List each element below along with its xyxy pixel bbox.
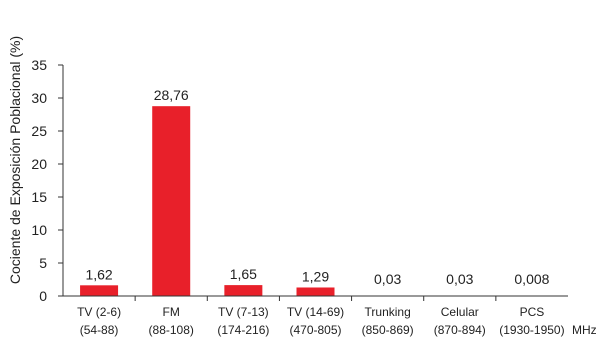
data-label: 0,008 (514, 271, 549, 287)
x-axis-categories: TV (2-6) (54-88) FM (88-108) TV (7-13) (174-2… (77, 296, 565, 337)
x-category-label: TV (14-69) (287, 305, 344, 319)
data-labels: 1,62 28,76 1,65 1,29 0,03 0,03 0,008 (85, 87, 549, 287)
data-label: 0,03 (446, 271, 473, 287)
y-tick-label: 15 (31, 189, 47, 205)
x-category-range: (850-869) (362, 323, 414, 337)
y-tick-label: 20 (31, 156, 47, 172)
x-category-label: PCS (520, 305, 545, 319)
data-label: 1,65 (230, 266, 257, 282)
y-axis-label: Cociente de Exposición Poblacional (%) (7, 36, 23, 284)
data-label: 1,62 (85, 266, 112, 282)
x-category-label: TV (7-13) (218, 305, 269, 319)
data-label: 28,76 (154, 87, 189, 103)
bar (80, 285, 119, 296)
x-category-range: (88-108) (149, 323, 194, 337)
y-tick-label: 5 (39, 255, 47, 271)
y-tick-label: 25 (31, 123, 47, 139)
x-axis-unit: MHz (572, 323, 596, 337)
data-label: 0,03 (374, 271, 401, 287)
x-category-range: (174-216) (217, 323, 269, 337)
x-category-label: FM (163, 305, 180, 319)
y-tick-label: 30 (31, 90, 47, 106)
data-label: 1,29 (302, 268, 329, 284)
y-tick-label: 35 (31, 57, 47, 73)
y-tick-label: 10 (31, 222, 47, 238)
x-category-label: Trunking (365, 305, 411, 319)
bar (224, 285, 263, 296)
y-tick-label: 0 (39, 288, 47, 304)
x-category-label: TV (2-6) (77, 305, 121, 319)
x-category-range: (1930-1950) (499, 323, 564, 337)
x-category-range: (870-894) (434, 323, 486, 337)
x-category-range: (54-88) (80, 323, 119, 337)
x-category-label: Celular (441, 305, 479, 319)
bar (152, 106, 191, 297)
bar (296, 287, 335, 296)
x-category-range: (470-805) (289, 323, 341, 337)
y-axis-ticks: 0 5 10 15 20 25 30 35 (31, 57, 63, 304)
